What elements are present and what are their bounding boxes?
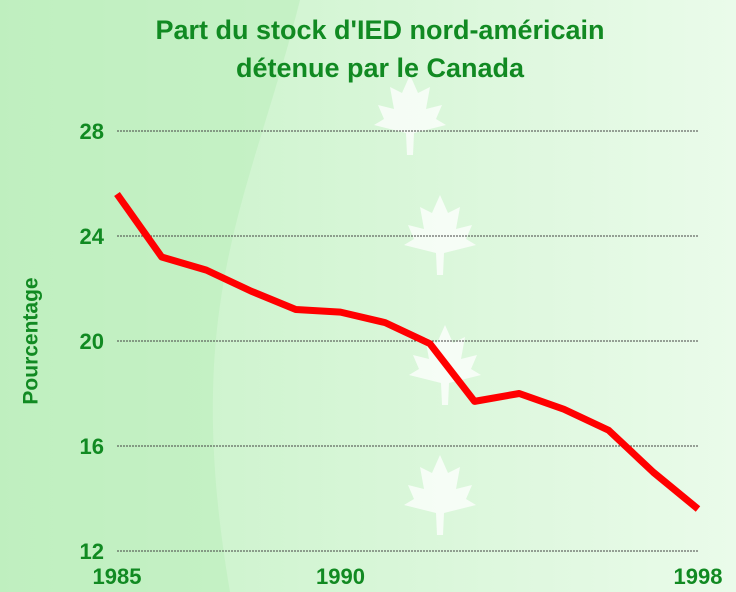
x-tick-label: 1985 (93, 564, 142, 589)
chart-title: Part du stock d'IED nord-américain (155, 15, 604, 45)
x-tick-label: 1990 (316, 564, 365, 589)
y-axis-label: Pourcentage (20, 277, 43, 404)
y-tick-label: 24 (80, 224, 105, 249)
y-tick-label: 12 (80, 539, 104, 564)
chart-title: détenue par le Canada (236, 53, 525, 83)
y-tick-label: 20 (80, 329, 104, 354)
y-tick-label: 16 (80, 434, 104, 459)
chart: Part du stock d'IED nord-américain déten… (0, 0, 736, 592)
x-tick-label: 1998 (674, 564, 723, 589)
y-tick-label: 28 (80, 119, 104, 144)
